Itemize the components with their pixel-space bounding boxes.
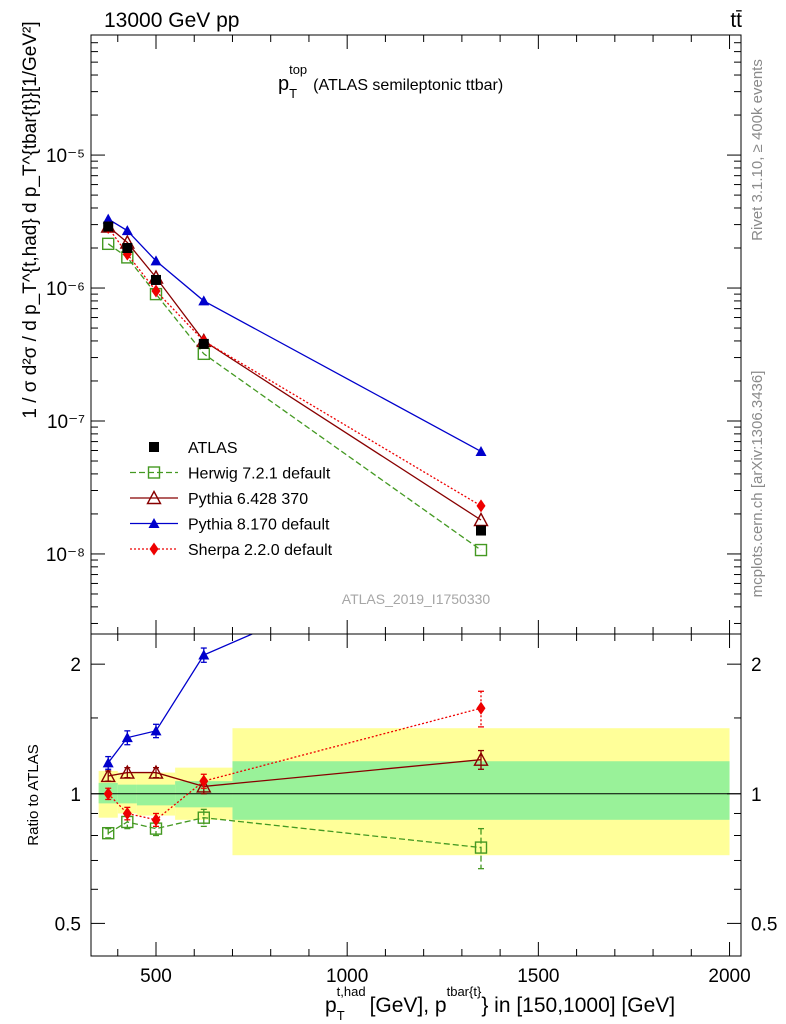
marker-open-triangle [100, 767, 116, 783]
marker-open-triangle [146, 490, 162, 505]
header-energy: 13000 GeV pp [104, 9, 239, 32]
marker-filled-square [198, 338, 209, 349]
legend-entry: Herwig 7.2.1 default [130, 466, 331, 483]
rivet-version-label: Rivet 3.1.10, ≥ 400k events [749, 59, 766, 241]
main-series-line [107, 227, 482, 507]
ratio-series-2 [102, 634, 254, 770]
marker-open-square [197, 811, 210, 824]
ratio-series-0 [102, 808, 488, 870]
marker-filled-square [103, 221, 114, 232]
ratio-panel-series [100, 634, 489, 870]
marker-filled-diamond [103, 787, 113, 801]
ratio-y-axis-label: Ratio to ATLAS [25, 744, 42, 845]
legend-entry: Pythia 6.428 370 [130, 490, 308, 508]
ratio-uncertainty-bands [91, 728, 741, 856]
main-y-tick-label: 10⁻⁸ [46, 545, 85, 566]
ratio-y-tick-label-right: 2 [751, 655, 762, 676]
marker-filled-triangle [121, 732, 133, 743]
x-tick-label: 500 [140, 966, 172, 987]
marker-filled-diamond [151, 813, 161, 827]
marker-open-triangle [473, 512, 489, 527]
marker-open-triangle [196, 778, 212, 793]
ratio-y-tick-label-right: 1 [751, 785, 762, 806]
ratio-stat-band [136, 784, 176, 806]
legend-label: ATLAS [188, 440, 238, 457]
marker-open-square [102, 237, 115, 251]
legend-label: Sherpa 2.2.0 default [188, 542, 333, 559]
x-tick-label: 1500 [517, 966, 559, 987]
legend-label: Pythia 8.170 default [188, 517, 330, 534]
marker-filled-square [476, 525, 486, 536]
marker-filled-diamond [151, 284, 161, 298]
main-data-points [103, 221, 486, 536]
main-panel-series [100, 213, 489, 557]
legend-label: Herwig 7.2.1 default [188, 466, 331, 483]
main-y-axis-label: 1 / σ d²σ / d p_T^{t,had} d p_T^{tbar{t}… [20, 21, 41, 418]
marker-filled-triangle [475, 445, 487, 456]
ratio-series-1 [100, 749, 489, 795]
marker-open-triangle [119, 764, 135, 779]
x-tick-label: 1000 [326, 966, 368, 987]
marker-filled-triangle [148, 518, 160, 528]
marker-filled-diamond [476, 499, 486, 513]
main-panel-axes: 10⁻⁸ 10⁻⁷ 10⁻⁶ 10⁻⁵ [46, 34, 741, 634]
marker-filled-triangle [198, 295, 210, 306]
x-axis-label: pTt,had[GeV], ptbar{t}} in [150,1000] [G… [325, 984, 675, 1023]
ratio-stat-band [232, 761, 730, 820]
main-series-2 [102, 213, 487, 456]
marker-filled-triangle [150, 255, 162, 266]
ratio-series-line [107, 817, 482, 849]
marker-filled-diamond [199, 774, 209, 788]
ratio-y-tick-label: 0.5 [55, 914, 81, 935]
marker-filled-diamond [476, 701, 486, 715]
marker-filled-triangle [150, 725, 162, 736]
legend-entry: ATLAS [149, 440, 238, 457]
analysis-tag: ATLAS_2019_I1750330 [342, 591, 491, 607]
marker-filled-square [149, 442, 159, 452]
ratio-y-tick-label: 1 [70, 785, 81, 806]
marker-open-triangle [473, 751, 489, 766]
main-y-tick-label: 10⁻⁶ [46, 279, 85, 300]
marker-open-square [474, 841, 488, 854]
marker-filled-triangle [102, 213, 114, 224]
ratio-y-tick-label: 2 [70, 655, 81, 676]
main-series-line [107, 218, 482, 453]
marker-filled-diamond [122, 806, 132, 820]
ratio-series-3 [103, 690, 486, 828]
x-tick-label: 2000 [708, 966, 750, 987]
legend-entry: Sherpa 2.2.0 default [130, 542, 333, 559]
marker-filled-triangle [198, 649, 210, 660]
main-y-tick-label: 10⁻⁵ [46, 146, 85, 167]
legend: ATLAS Herwig 7.2.1 default Pythia 6.428 37… [130, 440, 333, 559]
marker-filled-square [151, 274, 161, 285]
marker-open-square [102, 826, 115, 840]
legend-label: Pythia 6.428 370 [188, 491, 308, 508]
marker-open-triangle [148, 764, 164, 779]
ratio-panel-frame [90, 633, 742, 957]
marker-open-square [474, 543, 488, 557]
ratio-y-tick-label-right: 0.5 [751, 914, 777, 935]
ratio-panel-axes: 0.5 0.5 1 1 2 2 500 1000 1500 2000 [55, 634, 777, 987]
marker-filled-diamond [149, 542, 159, 556]
mcplots-source-label: mcplots.cern.ch [arXiv:1306.3436] [749, 371, 766, 598]
marker-filled-triangle [102, 757, 114, 768]
legend-entry: Pythia 8.170 default [130, 517, 330, 534]
marker-filled-square [122, 243, 133, 254]
header-process: tt̄ [730, 9, 742, 32]
plot-title: pTtop(ATLAS semileptonic ttbar) [278, 62, 503, 101]
marker-open-square [147, 466, 161, 479]
marker-filled-triangle [121, 225, 133, 236]
main-y-tick-label: 10⁻⁷ [47, 412, 85, 433]
